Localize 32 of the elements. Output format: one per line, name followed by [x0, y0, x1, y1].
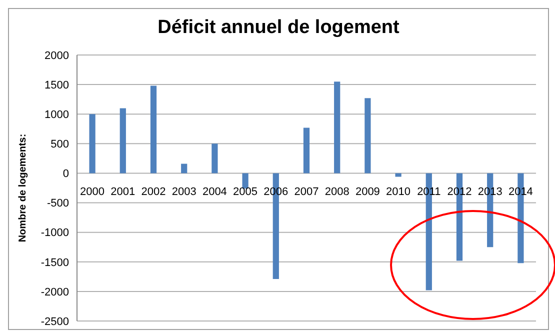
y-tick-label: -2000 [40, 286, 69, 298]
y-tick-label: 1500 [44, 79, 69, 92]
x-tick-label: 2007 [294, 186, 319, 198]
x-tick-label: 2000 [80, 186, 105, 198]
bar [120, 108, 126, 174]
y-axis-title: Nombre de logements: [18, 134, 28, 242]
bar [212, 144, 218, 174]
bar [181, 164, 188, 174]
chart-title: Déficit annuel de logement [156, 17, 400, 39]
y-tick-label: 2000 [44, 50, 69, 62]
x-tick-label: 2002 [141, 186, 166, 198]
y-tick-label: 500 [50, 138, 69, 151]
x-tick-label: 2004 [202, 186, 227, 198]
x-tick-label: 2009 [355, 186, 380, 198]
bar [89, 114, 96, 174]
y-tick-label: -500 [46, 198, 69, 210]
y-tick-label: -2500 [40, 316, 69, 328]
x-tick-label: 2008 [324, 186, 350, 198]
x-tick-label: 2001 [110, 186, 136, 198]
bar [242, 173, 248, 189]
bar [364, 98, 371, 174]
bar [150, 86, 157, 174]
y-tick-label: -1500 [40, 256, 69, 269]
x-tick-label: 2003 [172, 186, 196, 198]
y-tick-label: 0 [62, 168, 69, 180]
bar [334, 82, 340, 174]
bar [303, 128, 310, 174]
bar [395, 173, 402, 177]
x-tick-label: 2010 [386, 186, 411, 198]
x-tick-label: 2005 [233, 186, 258, 198]
y-tick-label: 1000 [44, 109, 69, 122]
y-tick-label: -1000 [40, 227, 69, 240]
